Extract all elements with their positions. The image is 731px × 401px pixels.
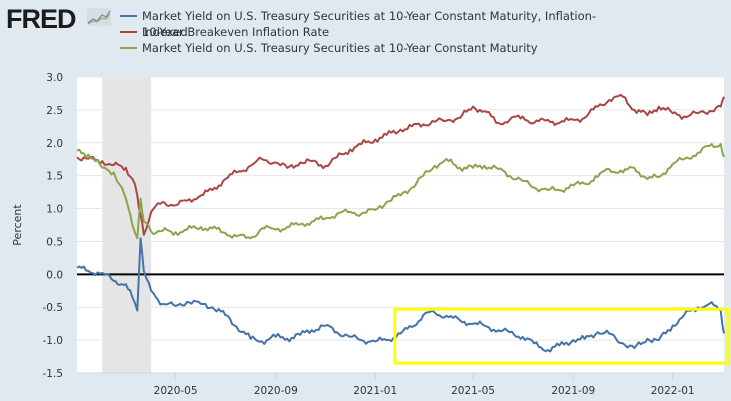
legend-label: Market Yield on U.S. Treasury Securities… [142, 9, 597, 23]
series-10y-yield [76, 143, 725, 240]
legend-swatch-red [120, 31, 137, 33]
legend-item-10y-yield[interactable]: Market Yield on U.S. Treasury Securities… [120, 40, 596, 56]
x-tick-label: 2021-09 [551, 385, 595, 397]
x-tick-label: 2020-05 [154, 385, 198, 397]
fred-logo: FRED [6, 4, 76, 34]
y-tick-label: -0.5 [43, 302, 64, 314]
line-chart-icon [87, 8, 111, 26]
x-tick-label: 2022-01 [651, 385, 695, 397]
legend-label: Market Yield on U.S. Treasury Securities… [142, 41, 538, 55]
legend-swatch-green [120, 47, 137, 49]
series-tips-yield [76, 237, 725, 353]
y-axis-label: Percent [11, 204, 24, 246]
legend-item-breakeven[interactable]: Indexed 10-Year Breakeven Inflation Rate [120, 24, 596, 40]
legend-overlap-text: Indexed [142, 25, 188, 39]
legend-item-tips-yield[interactable]: Market Yield on U.S. Treasury Securities… [120, 8, 596, 24]
x-tick-label: 2021-01 [353, 385, 397, 397]
y-tick-label: 0.0 [46, 269, 63, 281]
x-tick-label: 2021-05 [451, 385, 495, 397]
y-tick-label: 2.0 [46, 138, 63, 150]
plot-background [77, 77, 724, 373]
series-breakeven-inflation [76, 93, 725, 236]
legend: Market Yield on U.S. Treasury Securities… [120, 8, 596, 56]
x-tick-label: 2020-09 [254, 385, 298, 397]
legend-swatch-blue [120, 15, 137, 17]
y-tick-label: -1.5 [43, 368, 64, 380]
y-tick-label: 3.0 [46, 72, 63, 84]
y-tick-label: -1.0 [43, 335, 64, 347]
recession-shading [102, 77, 152, 373]
legend-label: 10-Year Breakeven Inflation Rate [142, 25, 330, 39]
y-tick-label: 1.5 [46, 171, 63, 183]
y-tick-label: 2.5 [46, 105, 63, 117]
y-tick-label: 0.5 [46, 236, 63, 248]
y-tick-label: 1.0 [46, 204, 63, 216]
highlight-box [393, 307, 730, 365]
